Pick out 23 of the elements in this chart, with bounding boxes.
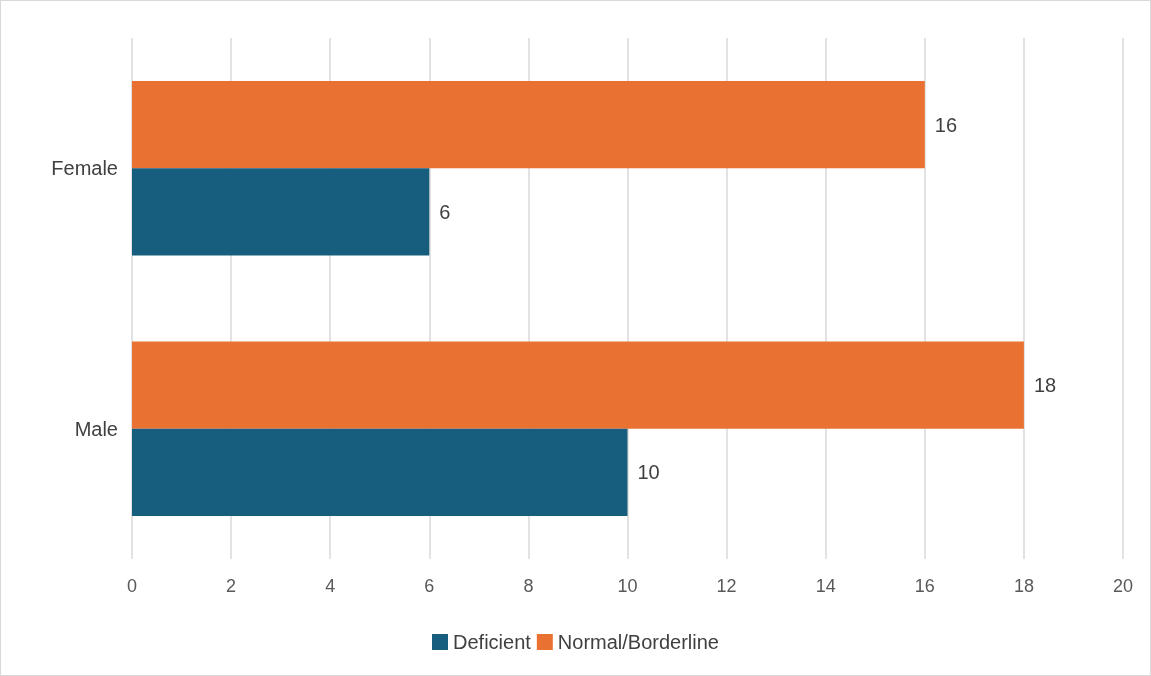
data-label: 18 xyxy=(1033,374,1057,397)
x-tick-label: 6 xyxy=(424,576,435,596)
x-tick-label: 20 xyxy=(1112,576,1134,596)
y-tick-label: Male xyxy=(74,417,118,440)
x-tick-label: 12 xyxy=(716,576,737,596)
bar xyxy=(132,428,628,517)
x-tick-label: 16 xyxy=(914,576,935,596)
x-tick-label: 18 xyxy=(1013,576,1034,596)
x-tick-label: 4 xyxy=(325,576,336,596)
legend-label: Normal/Borderline xyxy=(557,631,719,653)
x-tick-label: 0 xyxy=(126,576,138,596)
bar xyxy=(132,80,925,169)
x-tick-label: 14 xyxy=(815,576,836,596)
x-tick-label: 2 xyxy=(226,576,237,596)
data-label: 10 xyxy=(637,461,660,484)
legend-label: Deficient xyxy=(453,631,532,653)
x-tick-label: 10 xyxy=(617,576,638,596)
y-tick-label: Female xyxy=(51,157,118,180)
data-label: 6 xyxy=(439,200,451,223)
x-tick-label: 8 xyxy=(523,576,534,596)
bar xyxy=(132,168,430,256)
data-label: 16 xyxy=(934,113,958,136)
bar xyxy=(132,341,1024,429)
